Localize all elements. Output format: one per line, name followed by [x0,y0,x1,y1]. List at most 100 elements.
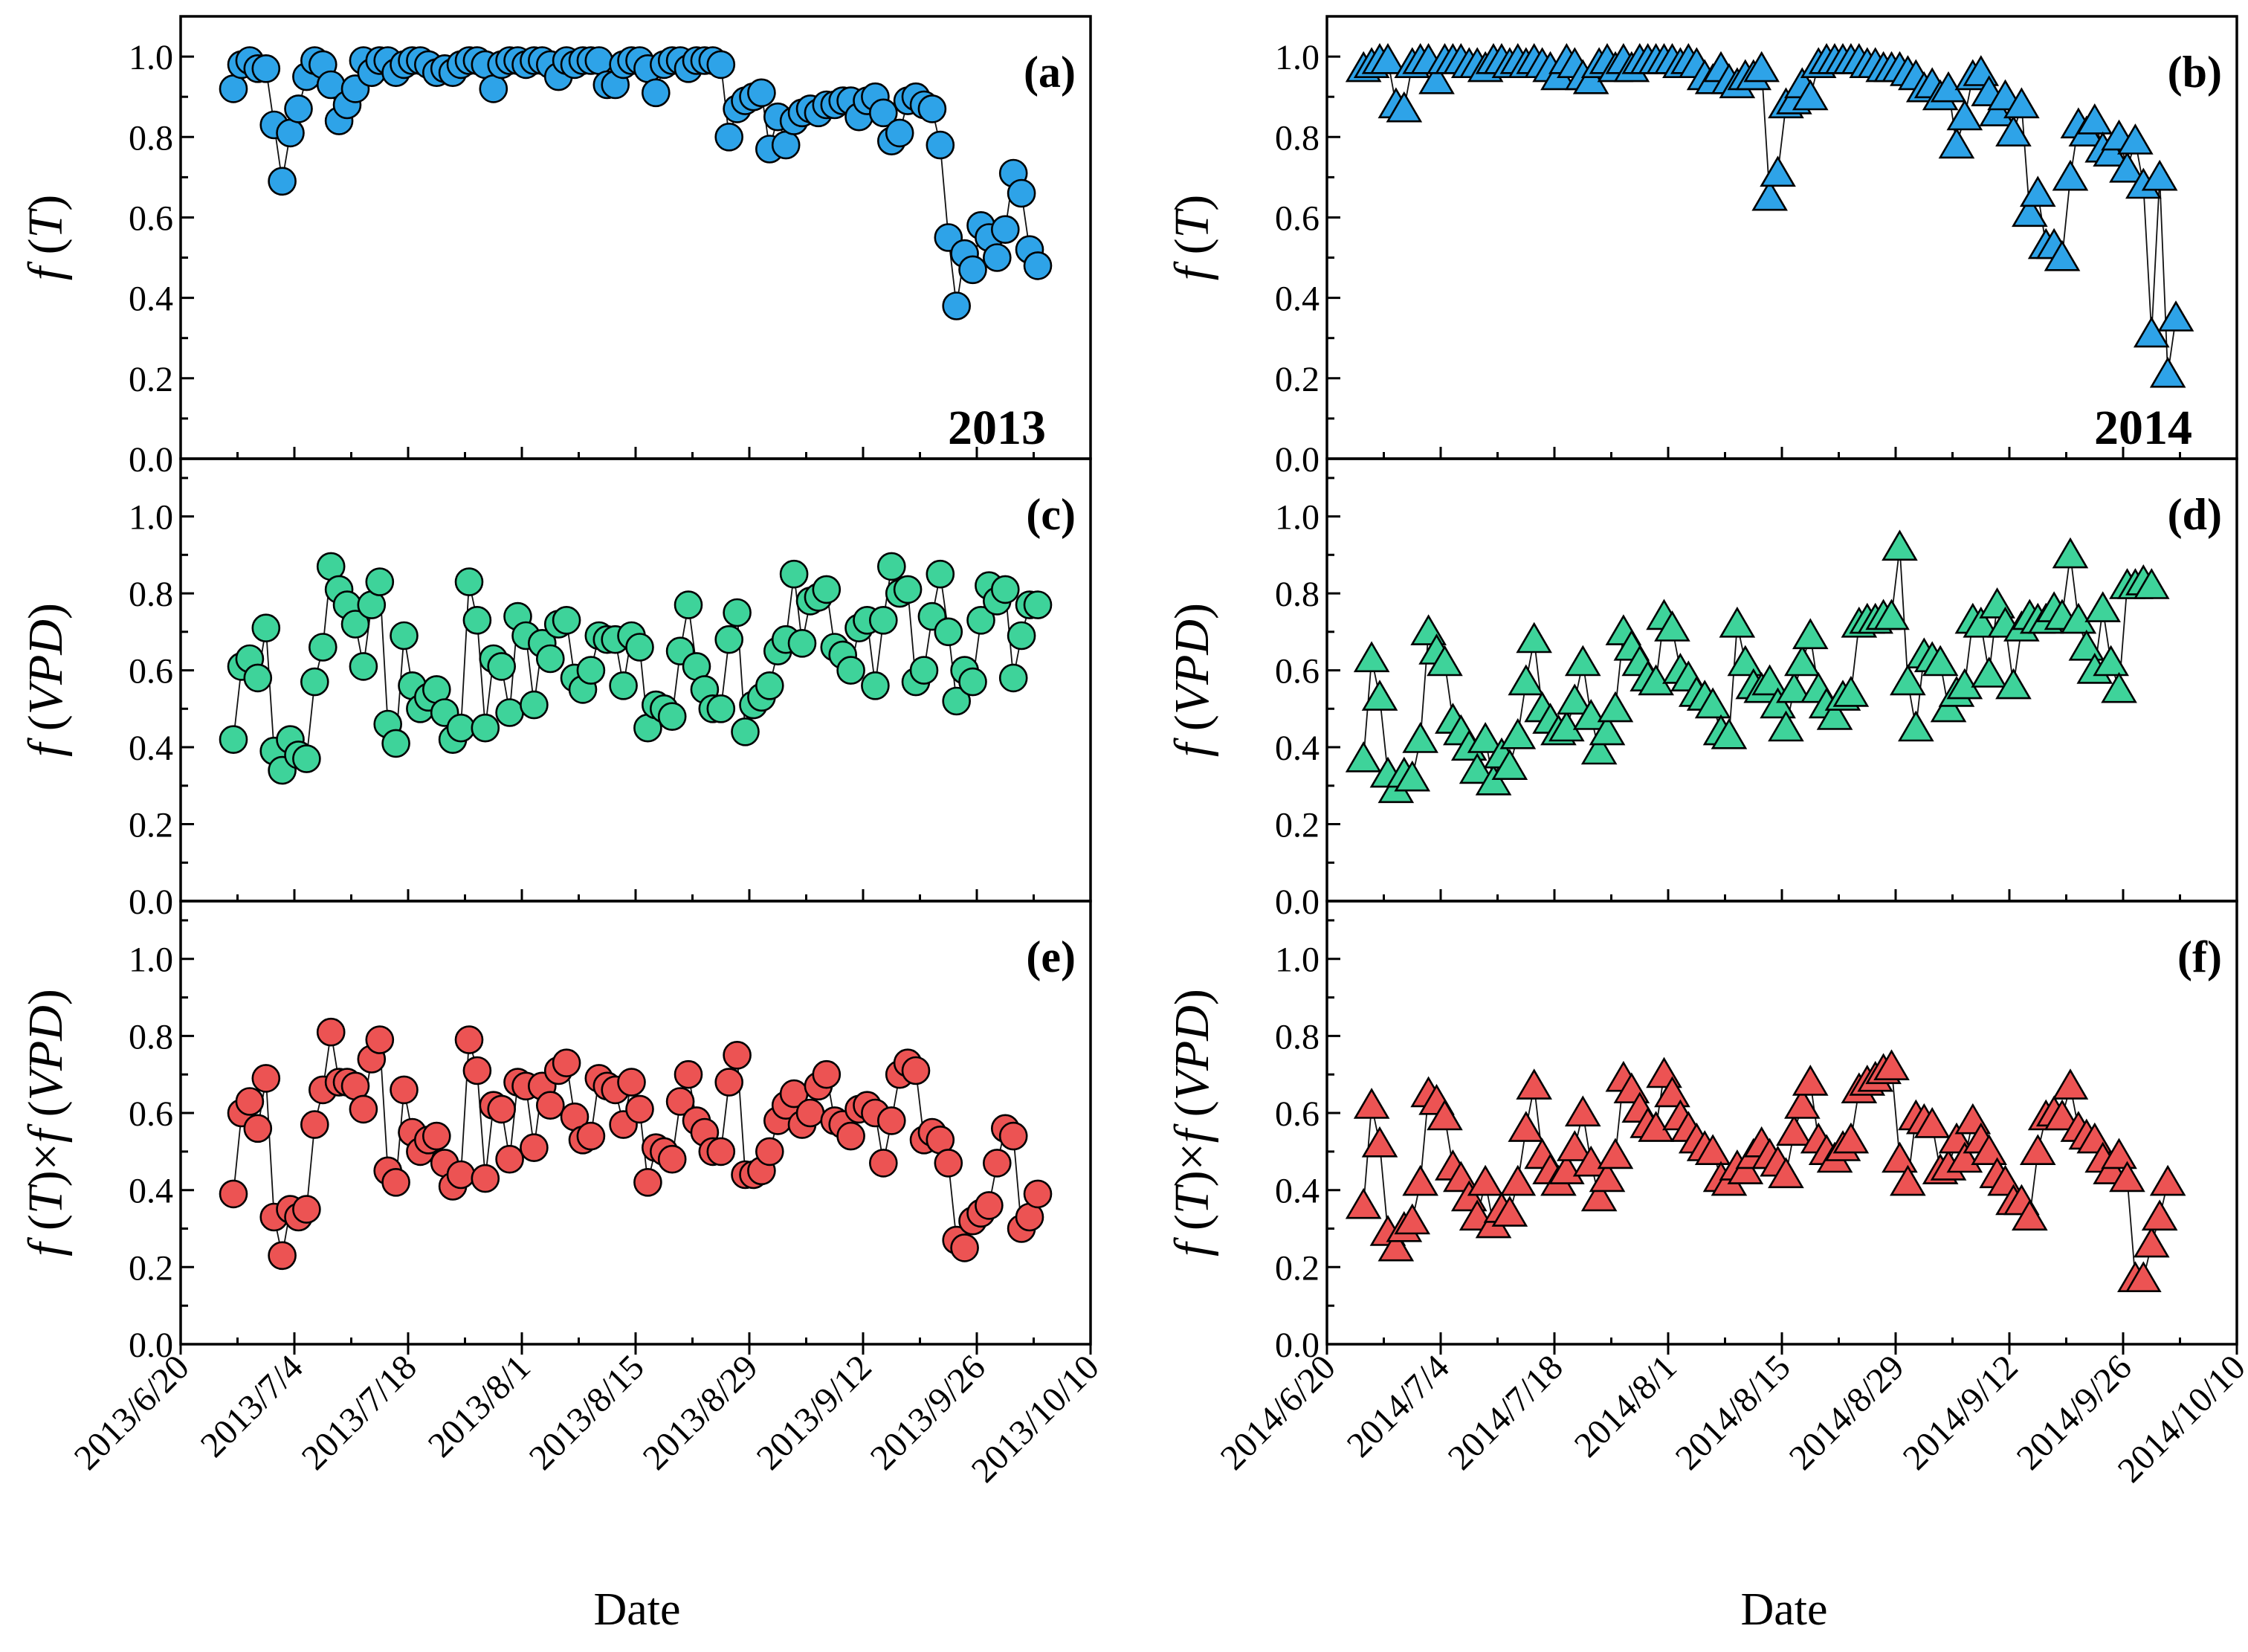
data-point [520,690,549,720]
data-point [1499,717,1537,749]
data-point [2093,645,2129,677]
data-point [1946,668,1983,700]
data-point [584,46,614,75]
data-point [268,167,297,196]
data-point [747,78,776,108]
data-point [2149,356,2186,388]
data-point [1995,668,2032,700]
data-point [1792,618,1829,650]
x-axis-title-2013: Date [593,1584,680,1635]
panel-a: 0.0 0.2 0.4 0.6 0.8 1.0 f (T) (a) 2013 [19,15,1092,480]
data-point [1882,1141,1918,1173]
data-point [869,1149,898,1178]
data-point [446,713,476,743]
data-point [657,1144,687,1174]
data-point [1873,598,1910,630]
y-tick-label-e: 0.6 [129,1094,173,1134]
data-point [975,1191,1004,1220]
data-point [308,633,337,662]
x-axis-title-2014: Date [1740,1584,1827,1635]
y-tick-label-a: 0.2 [129,360,173,399]
data-point [300,667,329,697]
data-point [1427,645,1463,677]
y-tick-label-d: 0.2 [1275,806,1320,845]
x-tick-label-2014: 2014/8/1 [1567,1347,1685,1465]
data-point [1007,178,1036,208]
data-point [1784,645,1821,677]
data-point [251,613,281,643]
data-point [958,667,987,697]
panel-c: 0.0 0.2 0.4 0.6 0.8 1.0 f (VPD) (c) [19,457,1092,922]
data-point [1832,676,1870,707]
data-point [1760,155,1796,187]
x-tick-label-2013: 2013/8/1 [421,1347,538,1465]
data-point [755,1137,784,1167]
data-point [1353,1088,1390,1119]
data-point [1751,179,1788,211]
data-point [462,1056,492,1085]
data-point [219,725,248,755]
data-point [795,1098,825,1128]
y-tick-label-d: 0.6 [1275,652,1320,691]
y-tick-label-a: 0.4 [129,280,173,319]
data-point [2003,87,2040,119]
data-point [576,656,606,685]
data-point [2052,537,2089,569]
data-point [755,671,784,700]
data-point [934,1149,963,1178]
data-point [2141,159,2178,191]
y-tick-label-c: 0.8 [129,575,173,614]
data-point [1369,42,1406,74]
x-tick-label-2013: 2013/7/4 [193,1347,311,1465]
y-tick-label-b: 0.2 [1275,360,1320,399]
plots-layer: 0.00.20.40.60.81.0f (T)(a)20130.00.20.40… [19,15,2248,1490]
data-point [1816,699,1853,730]
data-point [625,633,654,662]
data-point [1564,1095,1601,1127]
data-point [1508,1111,1545,1142]
data-point [706,50,736,80]
data-point [991,575,1020,604]
data-point [479,74,508,103]
data-point [1638,1111,1674,1142]
y-axis-title-b: f (T) [1165,195,1219,281]
x-tick-label-2014: 2014/8/29 [1782,1347,1912,1477]
data-point [714,123,744,152]
data-point [1971,1134,2007,1165]
data-point [1913,1107,1951,1138]
data-point [1963,606,2000,638]
data-point [1023,590,1053,619]
data-point [1882,529,1918,561]
data-point [2117,123,2154,155]
panel-label-c: (c) [1026,490,1076,539]
data-point [934,617,963,647]
data-point [535,644,565,674]
data-point [641,78,671,108]
data-point [1394,1203,1431,1235]
data-point [487,1094,517,1124]
data-point [381,729,410,758]
data-point [276,118,305,148]
data-point [1564,645,1601,677]
data-point [2068,629,2105,661]
data-point [365,1025,395,1054]
data-point [2125,1261,2162,1292]
data-point [901,1056,931,1085]
data-point [1597,1138,1634,1169]
data-point [349,1094,378,1124]
data-point [552,605,581,635]
y-tick-label-d: 1.0 [1275,498,1320,538]
data-point [1743,51,1780,83]
data-point [1792,1065,1829,1096]
data-point [552,1048,581,1077]
data-point [576,1121,606,1151]
x-tick-label-2014: 2014/7/18 [1441,1347,1571,1477]
data-point [1516,1068,1552,1100]
data-point [2060,602,2097,634]
data-point [926,559,955,589]
y-tick-label-c: 1.0 [129,498,173,538]
data-point [731,717,760,746]
data-point [300,1110,329,1139]
y-axis-title-c: f (VPD) [19,603,73,757]
data-point [2052,159,2089,191]
